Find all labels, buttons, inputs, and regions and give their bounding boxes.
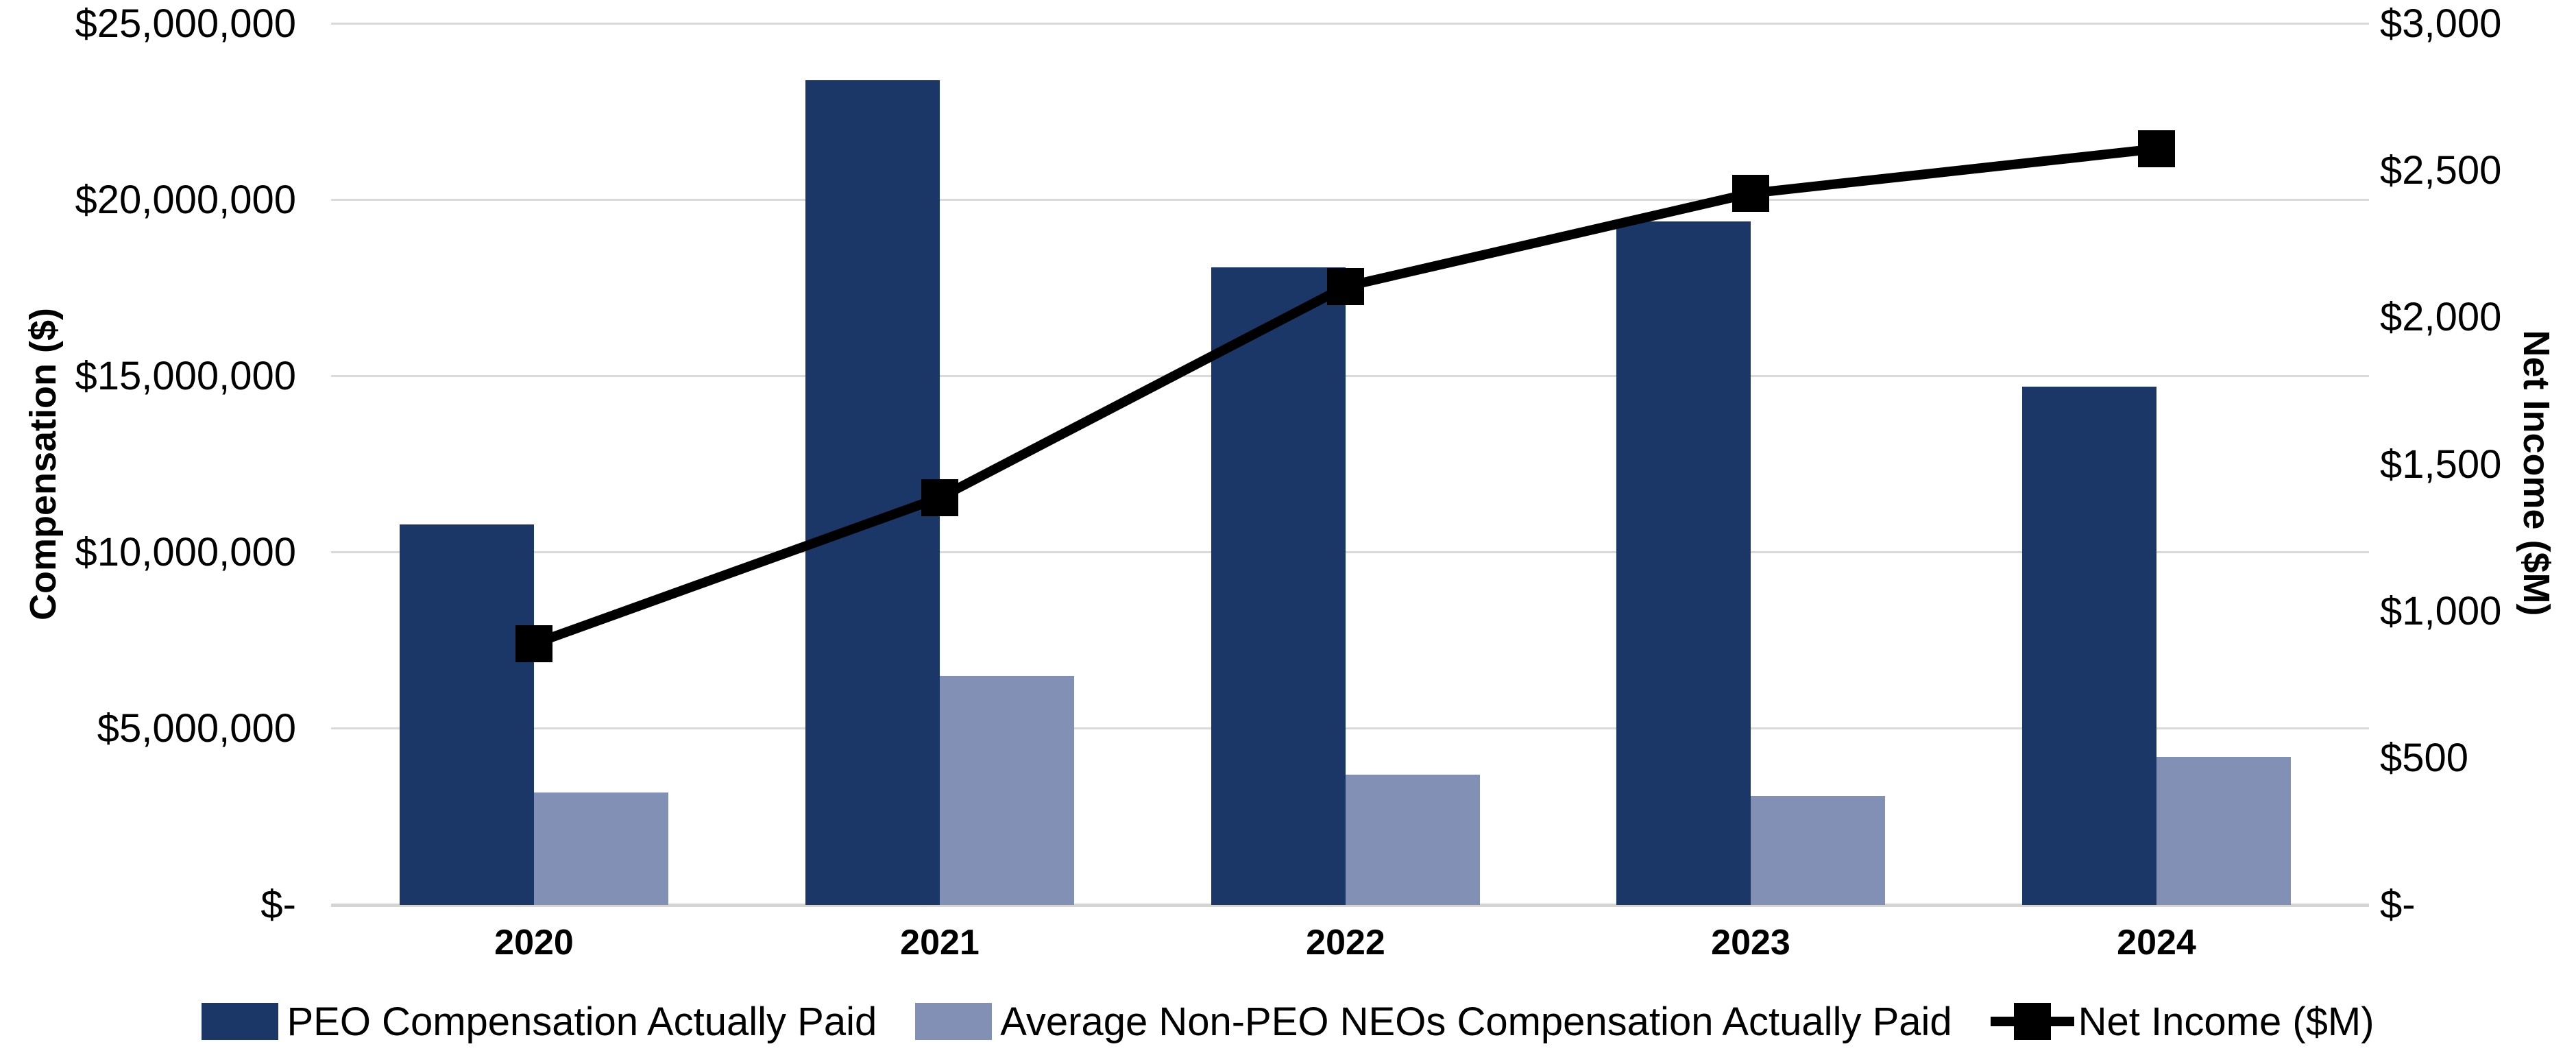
gridline bbox=[331, 551, 2369, 553]
category-label-2023: 2023 bbox=[1711, 923, 1790, 963]
category-label-2020: 2020 bbox=[494, 923, 574, 963]
bar-peo-2024 bbox=[2022, 387, 2156, 905]
net-income-marker-2020 bbox=[515, 625, 552, 662]
right-axis-tick-label: $1,000 bbox=[2380, 589, 2502, 633]
chart-legend: PEO Compensation Actually Paid Average No… bbox=[0, 999, 2576, 1045]
legend-line-marker-icon bbox=[1990, 1002, 2074, 1041]
left-axis-tick-label: $10,000,000 bbox=[75, 530, 296, 574]
net-income-line bbox=[532, 144, 2157, 649]
left-axis-tick-label: $20,000,000 bbox=[75, 178, 296, 222]
gridline bbox=[331, 199, 2369, 201]
legend-square-icon bbox=[2013, 1003, 2051, 1040]
left-axis-tick-label: $5,000,000 bbox=[97, 706, 296, 751]
right-axis-tick-label: $- bbox=[2380, 882, 2416, 927]
category-label-2024: 2024 bbox=[2117, 923, 2196, 963]
right-axis-tick-label: $1,500 bbox=[2380, 442, 2502, 487]
net-income-marker-2021 bbox=[921, 479, 958, 516]
legend-item-0: PEO Compensation Actually Paid bbox=[202, 999, 877, 1045]
legend-item-1: Average Non-PEO NEOs Compensation Actual… bbox=[915, 999, 1952, 1045]
bar-peo-2020 bbox=[400, 524, 534, 905]
left-axis-tick-label: $25,000,000 bbox=[75, 1, 296, 46]
net-income-marker-2023 bbox=[1732, 175, 1769, 212]
bar-peo-2023 bbox=[1616, 221, 1751, 905]
right-axis-tick-label: $2,500 bbox=[2380, 148, 2502, 193]
legend-item-2: Net Income ($M) bbox=[1990, 999, 2374, 1045]
right-axis-tick-label: $500 bbox=[2380, 736, 2469, 780]
right-axis-tick-label: $3,000 bbox=[2380, 1, 2502, 46]
category-label-2021: 2021 bbox=[900, 923, 980, 963]
bar-peo-2022 bbox=[1211, 267, 1346, 905]
bar-non-peo-neo-2024 bbox=[2156, 757, 2291, 905]
legend-label: Average Non-PEO NEOs Compensation Actual… bbox=[1000, 999, 1952, 1044]
legend-label: Net Income ($M) bbox=[2078, 999, 2374, 1044]
left-axis-tick-label: $- bbox=[260, 882, 296, 927]
net-income-marker-2022 bbox=[1327, 268, 1364, 305]
left-axis-tick-label: $15,000,000 bbox=[75, 354, 296, 398]
x-axis-line bbox=[331, 904, 2369, 907]
gridline bbox=[331, 375, 2369, 377]
right-axis-tick-label: $2,000 bbox=[2380, 295, 2502, 339]
legend-swatch-icon bbox=[915, 1003, 993, 1040]
gridline bbox=[331, 727, 2369, 729]
bar-peo-2021 bbox=[805, 80, 940, 905]
legend-label: PEO Compensation Actually Paid bbox=[287, 999, 877, 1044]
legend-swatch-icon bbox=[202, 1003, 279, 1040]
net-income-marker-2024 bbox=[2138, 130, 2175, 167]
bar-non-peo-neo-2022 bbox=[1346, 775, 1480, 905]
bar-non-peo-neo-2023 bbox=[1751, 796, 1885, 905]
category-label-2022: 2022 bbox=[1306, 923, 1385, 963]
bar-non-peo-neo-2021 bbox=[940, 676, 1074, 905]
gridline bbox=[331, 23, 2369, 25]
bar-non-peo-neo-2020 bbox=[534, 792, 668, 905]
